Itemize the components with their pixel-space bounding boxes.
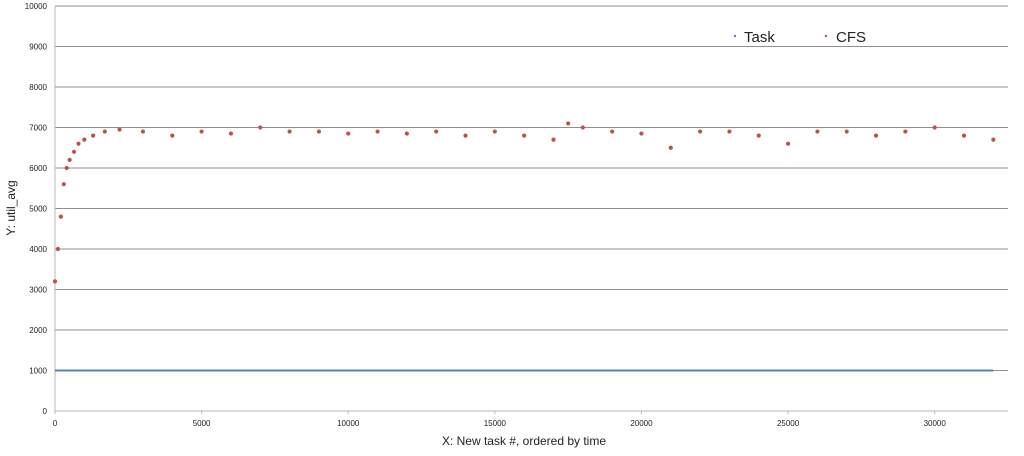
legend-marker-task — [733, 34, 737, 38]
y-tick-label-0: 0 — [43, 407, 48, 416]
legend-item-task: Task — [733, 29, 775, 46]
data-point-cfs-38 — [873, 133, 879, 138]
grid-layer — [55, 5, 1008, 412]
y-tick-label-2000: 2000 — [29, 326, 47, 335]
data-point-cfs-30 — [639, 131, 644, 136]
data-point-cfs-39 — [903, 129, 908, 134]
data-point-cfs-22 — [434, 129, 439, 134]
data-point-cfs-15 — [228, 131, 234, 136]
data-point-cfs-16 — [258, 125, 263, 130]
data-point-cfs-6 — [71, 149, 77, 154]
data-point-cfs-35 — [785, 141, 791, 146]
y-tick-label-6000: 6000 — [29, 164, 47, 173]
data-point-cfs-19 — [346, 131, 351, 136]
data-point-cfs-25 — [522, 133, 527, 138]
data-point-cfs-1 — [55, 246, 61, 252]
data-point-cfs-18 — [316, 129, 322, 134]
data-point-cfs-24 — [492, 129, 497, 134]
data-point-cfs-2 — [58, 214, 63, 219]
data-point-cfs-20 — [375, 129, 380, 134]
data-point-cfs-36 — [815, 129, 820, 134]
x-tick-label-30000: 30000 — [924, 419, 947, 428]
y-tick-label-7000: 7000 — [29, 124, 47, 133]
data-point-cfs-31 — [668, 145, 673, 150]
series-cfs — [52, 121, 996, 284]
legend-item-cfs: CFS — [824, 29, 866, 46]
axis-layer — [54, 6, 1008, 412]
data-point-cfs-14 — [199, 129, 204, 134]
data-point-cfs-12 — [140, 129, 146, 134]
x-tick-label-0: 0 — [53, 419, 58, 428]
data-point-cfs-37 — [844, 129, 849, 134]
legend-label-cfs: CFS — [836, 29, 866, 46]
data-point-cfs-40 — [932, 125, 937, 130]
data-point-cfs-0 — [52, 279, 58, 284]
x-tick-label-10000: 10000 — [337, 419, 360, 428]
data-point-cfs-11 — [117, 127, 122, 132]
data-point-cfs-27 — [566, 121, 571, 126]
data-point-cfs-17 — [287, 129, 292, 134]
data-point-cfs-9 — [91, 133, 96, 138]
data-point-cfs-8 — [82, 137, 87, 142]
tick-layer: 0 1000 2000 3000 4000 5000 6000 7000 8000 9000 100… — [25, 2, 947, 428]
data-point-cfs-42 — [991, 137, 996, 142]
x-tick-label-25000: 25000 — [777, 419, 800, 428]
data-point-cfs-28 — [580, 125, 585, 130]
data-point-cfs-3 — [61, 182, 66, 187]
legend-marker-cfs — [824, 34, 828, 38]
y-tick-label-3000: 3000 — [29, 286, 47, 295]
y-tick-label-4000: 4000 — [29, 245, 47, 254]
data-point-cfs-32 — [698, 129, 703, 134]
x-tick-label-15000: 15000 — [484, 419, 507, 428]
y-tick-label-10000: 10000 — [25, 2, 48, 11]
y-tick-label-1000: 1000 — [29, 367, 47, 376]
x-tick-label-5000: 5000 — [193, 419, 211, 428]
x-tick-label-20000: 20000 — [630, 419, 653, 428]
series-layer — [52, 121, 996, 372]
data-point-cfs-5 — [67, 157, 72, 162]
data-point-cfs-41 — [961, 133, 967, 138]
data-point-cfs-23 — [463, 133, 468, 138]
data-point-cfs-4 — [64, 165, 69, 171]
data-point-cfs-33 — [727, 129, 732, 134]
data-point-cfs-13 — [170, 133, 175, 138]
data-point-cfs-7 — [76, 141, 81, 146]
x-axis-title: X: New task #, ordered by time — [442, 434, 606, 448]
data-point-cfs-34 — [756, 133, 761, 138]
data-point-cfs-10 — [102, 129, 107, 134]
data-point-cfs-29 — [610, 129, 615, 134]
data-point-cfs-26 — [551, 137, 556, 142]
y-tick-label-8000: 8000 — [29, 83, 47, 92]
data-point-cfs-21 — [404, 131, 409, 136]
y-axis-title: Y: util_avg — [4, 180, 18, 235]
legend-label-task: Task — [744, 29, 775, 46]
legend: Task CFS — [733, 29, 866, 46]
y-tick-label-5000: 5000 — [29, 205, 47, 214]
y-tick-label-9000: 9000 — [29, 43, 47, 52]
